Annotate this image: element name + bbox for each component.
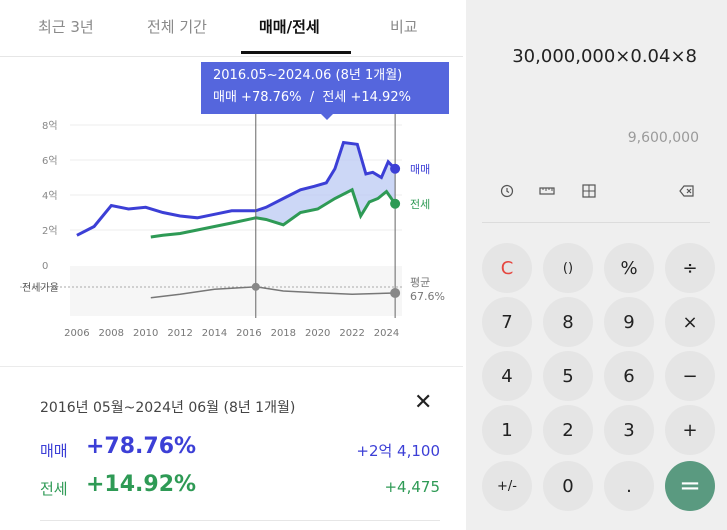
calculator-grid-icon[interactable] (582, 184, 596, 201)
jeonse-series-label: 전세 (410, 198, 430, 211)
multiply-button[interactable]: × (665, 297, 715, 347)
y-tick-label: 8억 (42, 120, 58, 132)
jeonse-change-row: 전세 +14.92% +4,475 (40, 472, 440, 504)
tab-sale-jeonse[interactable]: 매매/전세 (259, 18, 320, 36)
calc-result-preview: 9,600,000 (627, 130, 699, 146)
backspace-icon[interactable] (679, 184, 695, 201)
sign-toggle-button[interactable]: +/- (482, 461, 532, 511)
digit-9-button[interactable]: 9 (604, 297, 654, 347)
digit-4-button[interactable]: 4 (482, 351, 532, 401)
ratio-start-marker (251, 282, 260, 291)
x-tick-label: 2010 (133, 328, 158, 339)
tooltip-period: 2016.05~2024.06 (8년 1개월) (213, 68, 403, 83)
sale-change-row: 매매 +78.76% +2억 4,100 (40, 434, 440, 466)
divide-button[interactable]: ÷ (665, 243, 715, 293)
tooltip-summary: 매매 +78.76% / 전세 +14.92% (213, 90, 411, 105)
digit-7-button[interactable]: 7 (482, 297, 532, 347)
real-estate-panel: 최근 3년 전체 기간 매매/전세 비교 8억 6억 4억 2억 0 전세가율 2006 20… (0, 0, 463, 521)
x-tick-label: 2008 (99, 328, 124, 339)
calculator: 30,000,000×0.04×8 9,600,000 C()% ÷ 7 8 9 × 4 5 6… (466, 0, 727, 530)
x-tick-label: 2012 (167, 328, 192, 339)
tab-recent-3-years[interactable]: 최근 3년 (38, 18, 94, 36)
clock-icon[interactable] (500, 184, 514, 201)
x-tick-label: 2016 (236, 328, 261, 339)
jeonse-amount: +4,475 (384, 478, 440, 496)
percent-button[interactable]: % (604, 243, 654, 293)
digit-2-button[interactable]: 2 (543, 405, 593, 455)
price-chart[interactable]: 8억 6억 4억 2억 0 전세가율 2006 2008 2010 2012 2014 2016 201… (0, 56, 463, 356)
tooltip-arrow (320, 113, 334, 120)
jeonse-end-marker (390, 198, 401, 209)
ratio-band (70, 266, 402, 316)
y-tick-label: 4억 (42, 190, 58, 202)
clear-button[interactable]: C (482, 243, 532, 293)
period-tabs: 최근 3년 전체 기간 매매/전세 비교 (0, 0, 463, 57)
calc-expression[interactable]: 30,000,000×0.04×8 (512, 46, 697, 67)
divider (0, 366, 463, 367)
ratio-end-marker (390, 288, 401, 298)
sale-line (76, 140, 397, 237)
decimal-button[interactable]: . (604, 461, 654, 511)
sale-percent: +78.76% (86, 434, 197, 459)
plus-button[interactable]: + (665, 405, 715, 455)
ratio-line (150, 286, 396, 299)
ratio-label: 전세가율 (22, 282, 59, 294)
digit-3-button[interactable]: 3 (604, 405, 654, 455)
close-icon[interactable]: ✕ (414, 390, 433, 415)
x-tick-label: 2024 (374, 328, 399, 339)
sale-series-label: 매매 (410, 163, 430, 176)
x-tick-label: 2014 (202, 328, 227, 339)
equals-button[interactable]: = (665, 461, 715, 511)
active-tab-indicator (241, 51, 351, 54)
jeonse-line (150, 187, 397, 239)
x-tick-label: 2020 (305, 328, 330, 339)
tab-compare[interactable]: 비교 (390, 18, 418, 36)
digit-0-button[interactable]: 0 (543, 461, 593, 511)
digit-5-button[interactable]: 5 (543, 351, 593, 401)
selected-period: 2016년 05월~2024년 06월 (8년 1개월) (40, 400, 296, 416)
x-tick-label: 2006 (64, 328, 89, 339)
divider-bottom (40, 520, 440, 521)
y-tick-label: 6억 (42, 155, 58, 167)
tab-all-period[interactable]: 전체 기간 (147, 18, 207, 36)
avg-value: 67.6% (410, 290, 445, 303)
y-tick-label: 2억 (42, 225, 58, 237)
avg-label: 평균 (410, 276, 430, 289)
jeonse-label: 전세 (40, 480, 68, 498)
minus-button[interactable]: − (665, 351, 715, 401)
jeonse-percent: +14.92% (86, 472, 197, 497)
sale-label: 매매 (40, 442, 68, 460)
ruler-icon[interactable] (539, 184, 555, 201)
digit-8-button[interactable]: 8 (543, 297, 593, 347)
digit-1-button[interactable]: 1 (482, 405, 532, 455)
x-tick-label: 2022 (339, 328, 364, 339)
sale-end-marker (390, 163, 401, 174)
y-tick-label: 0 (42, 261, 48, 272)
x-tick-label: 2018 (271, 328, 296, 339)
keypad-separator (482, 222, 710, 223)
parentheses-button[interactable]: () (543, 243, 593, 293)
range-tooltip: 2016.05~2024.06 (8년 1개월) 매매 +78.76% / 전세… (201, 62, 449, 114)
digit-6-button[interactable]: 6 (604, 351, 654, 401)
sale-amount: +2억 4,100 (356, 442, 440, 460)
